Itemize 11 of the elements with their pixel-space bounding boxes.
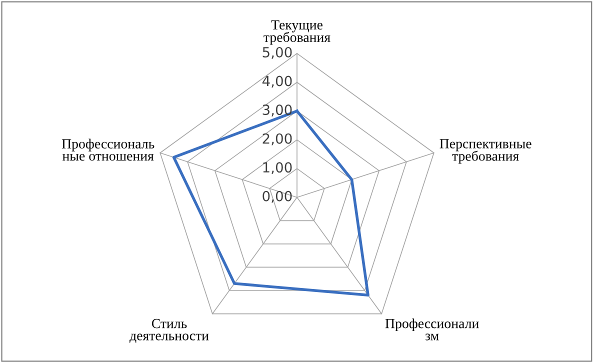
y-tick-label: 2,00: [262, 133, 292, 146]
y-tick-label: 1,00: [263, 162, 292, 174]
y-tick-label: 5,00: [262, 46, 292, 59]
y-tick-label: 3,00: [262, 104, 292, 116]
spoke-label: Стиль деятельности: [130, 318, 209, 343]
spoke-label: Текущие требования: [264, 20, 330, 45]
y-tick-label: 0,00: [262, 190, 292, 203]
spoke-label: Профессионали зм: [385, 318, 479, 340]
y-tick-label: 4,00: [262, 76, 292, 88]
spoke-label: Перспективные требования: [440, 139, 532, 164]
spoke-label: Профессиональ ные отношения: [62, 138, 154, 161]
